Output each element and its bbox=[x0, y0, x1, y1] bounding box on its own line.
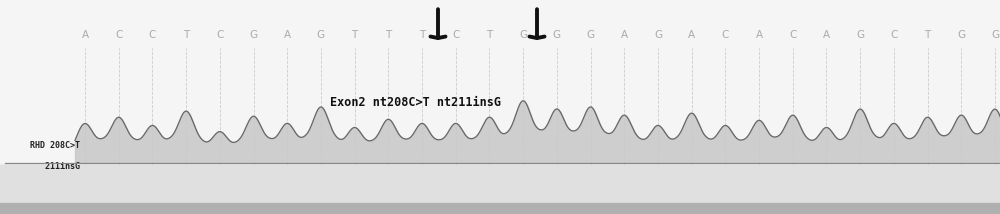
Text: G: G bbox=[249, 30, 258, 40]
Text: G: G bbox=[586, 30, 595, 40]
Text: T: T bbox=[385, 30, 391, 40]
Text: A: A bbox=[756, 30, 763, 40]
Text: T: T bbox=[183, 30, 189, 40]
Text: G: G bbox=[317, 30, 325, 40]
Text: C: C bbox=[149, 30, 156, 40]
Text: C: C bbox=[115, 30, 122, 40]
Text: G: G bbox=[856, 30, 864, 40]
Text: G: G bbox=[553, 30, 561, 40]
Text: C: C bbox=[216, 30, 224, 40]
Text: A: A bbox=[81, 30, 89, 40]
Text: T: T bbox=[352, 30, 358, 40]
Text: A: A bbox=[621, 30, 628, 40]
Text: T: T bbox=[924, 30, 931, 40]
Text: T: T bbox=[486, 30, 493, 40]
Text: C: C bbox=[452, 30, 459, 40]
Text: G: G bbox=[654, 30, 662, 40]
Text: RHD 208C>T: RHD 208C>T bbox=[30, 141, 80, 150]
Text: A: A bbox=[823, 30, 830, 40]
Text: A: A bbox=[284, 30, 291, 40]
Text: G: G bbox=[957, 30, 965, 40]
Text: Exon2 nt208C>T nt211insG: Exon2 nt208C>T nt211insG bbox=[330, 96, 501, 109]
Bar bbox=[0, 203, 1000, 214]
Bar bbox=[0, 165, 1000, 214]
Text: G: G bbox=[991, 30, 999, 40]
Text: C: C bbox=[722, 30, 729, 40]
Text: 211insG: 211insG bbox=[30, 162, 80, 171]
Text: A: A bbox=[688, 30, 695, 40]
Text: T: T bbox=[419, 30, 425, 40]
Text: C: C bbox=[789, 30, 796, 40]
Text: G: G bbox=[519, 30, 527, 40]
Bar bbox=[0, 165, 1000, 203]
Text: C: C bbox=[890, 30, 898, 40]
